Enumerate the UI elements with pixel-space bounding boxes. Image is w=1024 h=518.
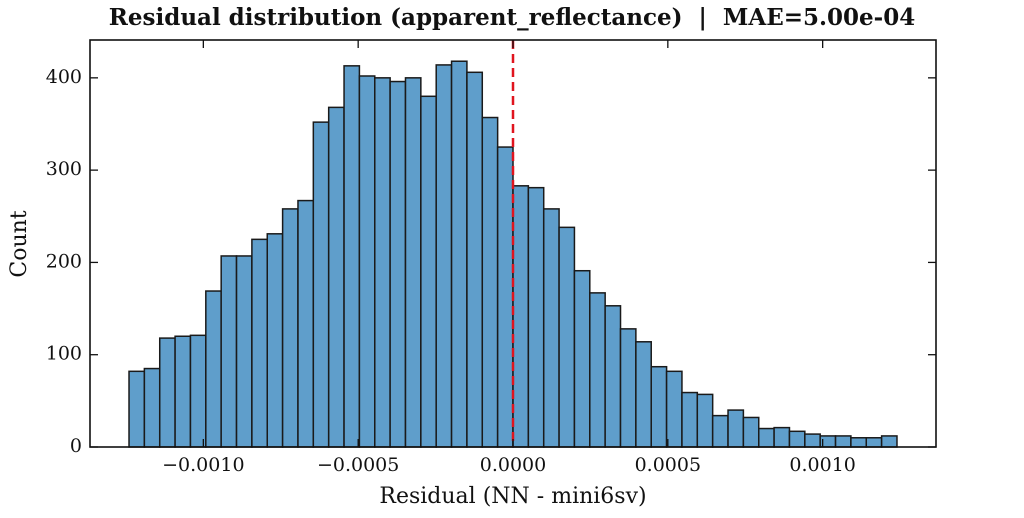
- bar: [635, 341, 652, 448]
- x-tick-label: 0.0010: [789, 454, 855, 476]
- bar: [850, 437, 868, 448]
- x-tick-label: 0.0000: [480, 454, 546, 476]
- bar: [235, 255, 253, 448]
- y-tick-label: 0: [70, 435, 82, 457]
- bar: [374, 77, 391, 448]
- y-tick-label: 200: [46, 250, 82, 272]
- x-tick-label: −0.0005: [317, 454, 399, 476]
- chart-title: Residual distribution (apparent_reflecta…: [109, 4, 915, 31]
- bar: [558, 226, 576, 448]
- bar: [711, 414, 729, 448]
- y-tick-label: 400: [46, 66, 82, 88]
- bar: [681, 391, 699, 448]
- x-axis-label: Residual (NN - mini6sv): [379, 484, 646, 509]
- bar: [251, 238, 269, 448]
- bar: [266, 233, 284, 448]
- bar: [143, 367, 161, 448]
- bar: [742, 416, 760, 448]
- bar: [220, 255, 238, 448]
- bar: [512, 185, 530, 448]
- bar: [404, 77, 422, 448]
- bar: [834, 435, 852, 448]
- bar: [281, 208, 299, 448]
- bar: [297, 199, 315, 448]
- bar: [804, 433, 821, 448]
- bar: [619, 328, 637, 448]
- bar: [589, 292, 606, 448]
- bar: [527, 186, 545, 448]
- bar: [727, 409, 745, 448]
- bar: [158, 337, 176, 448]
- bar: [757, 427, 775, 448]
- bar: [358, 75, 376, 448]
- bar: [189, 334, 207, 448]
- y-axis-label: Count: [7, 210, 32, 277]
- bar: [880, 435, 898, 448]
- bar: [327, 106, 345, 448]
- bar: [773, 426, 791, 448]
- bar: [650, 365, 668, 448]
- bar: [450, 60, 468, 448]
- bar: [389, 80, 407, 448]
- bar: [343, 65, 361, 448]
- bar: [665, 370, 683, 448]
- bar: [128, 370, 146, 448]
- bar: [496, 146, 514, 448]
- bar: [573, 269, 591, 448]
- x-tick-label: 0.0005: [635, 454, 701, 476]
- y-tick-label: 100: [46, 343, 82, 365]
- bar: [420, 95, 437, 448]
- bar: [542, 208, 560, 448]
- bar: [481, 116, 499, 448]
- bar: [788, 430, 806, 448]
- bar: [435, 64, 453, 448]
- bar: [174, 335, 192, 448]
- bar: [865, 437, 883, 448]
- bar: [466, 71, 484, 448]
- y-tick-label: 300: [46, 158, 82, 180]
- bar: [604, 305, 622, 448]
- bar: [312, 121, 330, 448]
- x-tick-label: −0.0010: [162, 454, 244, 476]
- bar: [696, 393, 714, 448]
- bar: [205, 290, 222, 448]
